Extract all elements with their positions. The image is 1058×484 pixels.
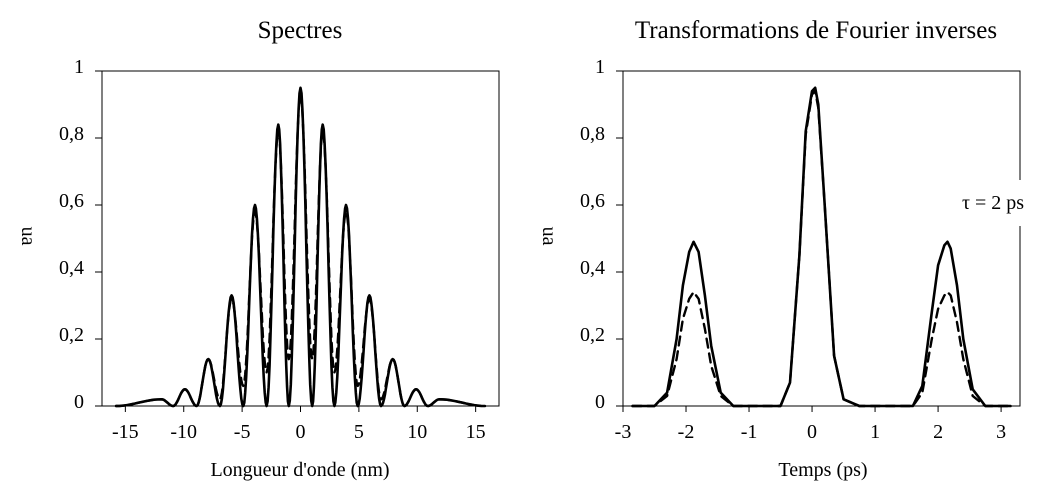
x-tick-label: 10 bbox=[407, 421, 427, 443]
x-tick-label: -3 bbox=[615, 421, 632, 443]
y-tick-label: 0,6 bbox=[59, 190, 84, 212]
x-tick-label: -10 bbox=[170, 421, 197, 443]
x-axis-label: Longueur d'onde (nm) bbox=[210, 459, 389, 481]
y-tick-label: 0,6 bbox=[580, 190, 605, 212]
series-line-dashed bbox=[114, 93, 487, 408]
x-tick-label: 2 bbox=[933, 421, 943, 443]
y-tick-label: 0,8 bbox=[59, 123, 84, 145]
series-line-dashed bbox=[631, 89, 1012, 408]
chart-title: Spectres bbox=[258, 17, 343, 44]
annotation-box bbox=[940, 180, 1044, 226]
x-tick-label: -2 bbox=[678, 421, 695, 443]
y-axis-label: ua bbox=[17, 227, 39, 246]
x-tick-label: 5 bbox=[354, 421, 364, 443]
y-tick-label: 0,2 bbox=[59, 324, 84, 346]
x-tick-label: 0 bbox=[807, 421, 817, 443]
x-tick-labels: -3 -2 -1 0 1 2 3 bbox=[615, 406, 1006, 443]
x-tick-label: 0 bbox=[296, 421, 306, 443]
y-tick-label: 0 bbox=[74, 391, 84, 413]
y-tick-label: 0,2 bbox=[580, 324, 605, 346]
series-line-solid bbox=[631, 86, 1012, 408]
plot-frame bbox=[622, 70, 1021, 407]
y-tick-label: 1 bbox=[595, 56, 605, 78]
x-tick-label: -15 bbox=[112, 421, 139, 443]
x-tick-label: -5 bbox=[234, 421, 251, 443]
x-tick-label: -1 bbox=[741, 421, 758, 443]
chart-fourier: Transformations de Fourier inverses 0 0,2… bbox=[538, 17, 1044, 481]
chart-spectres: Spectres 0 0,2 0,4 0,6 0,8 1 -15 -10 -5 0 5 10 15 L… bbox=[17, 17, 500, 481]
x-tick-label: 1 bbox=[870, 421, 880, 443]
x-tick-label: 15 bbox=[466, 421, 486, 443]
y-tick-label: 0,4 bbox=[59, 257, 84, 279]
x-tick-labels: -15 -10 -5 0 5 10 15 bbox=[112, 406, 486, 443]
y-tick-label: 1 bbox=[74, 56, 84, 78]
series-lines bbox=[631, 86, 1012, 408]
tau-annotation: τ = 2 ps bbox=[962, 192, 1024, 214]
plot-frame bbox=[101, 70, 500, 407]
series-lines bbox=[114, 86, 487, 408]
y-axis-label: ua bbox=[538, 227, 560, 246]
y-tick-labels: 0 0,2 0,4 0,6 0,8 1 bbox=[580, 56, 623, 413]
chart-title: Transformations de Fourier inverses bbox=[635, 17, 997, 44]
series-line-solid bbox=[114, 86, 487, 408]
x-axis-label: Temps (ps) bbox=[778, 459, 867, 481]
x-tick-label: 3 bbox=[996, 421, 1006, 443]
y-tick-label: 0,4 bbox=[580, 257, 605, 279]
y-tick-label: 0,8 bbox=[580, 123, 605, 145]
y-tick-label: 0 bbox=[595, 391, 605, 413]
y-tick-labels: 0 0,2 0,4 0,6 0,8 1 bbox=[59, 56, 102, 413]
